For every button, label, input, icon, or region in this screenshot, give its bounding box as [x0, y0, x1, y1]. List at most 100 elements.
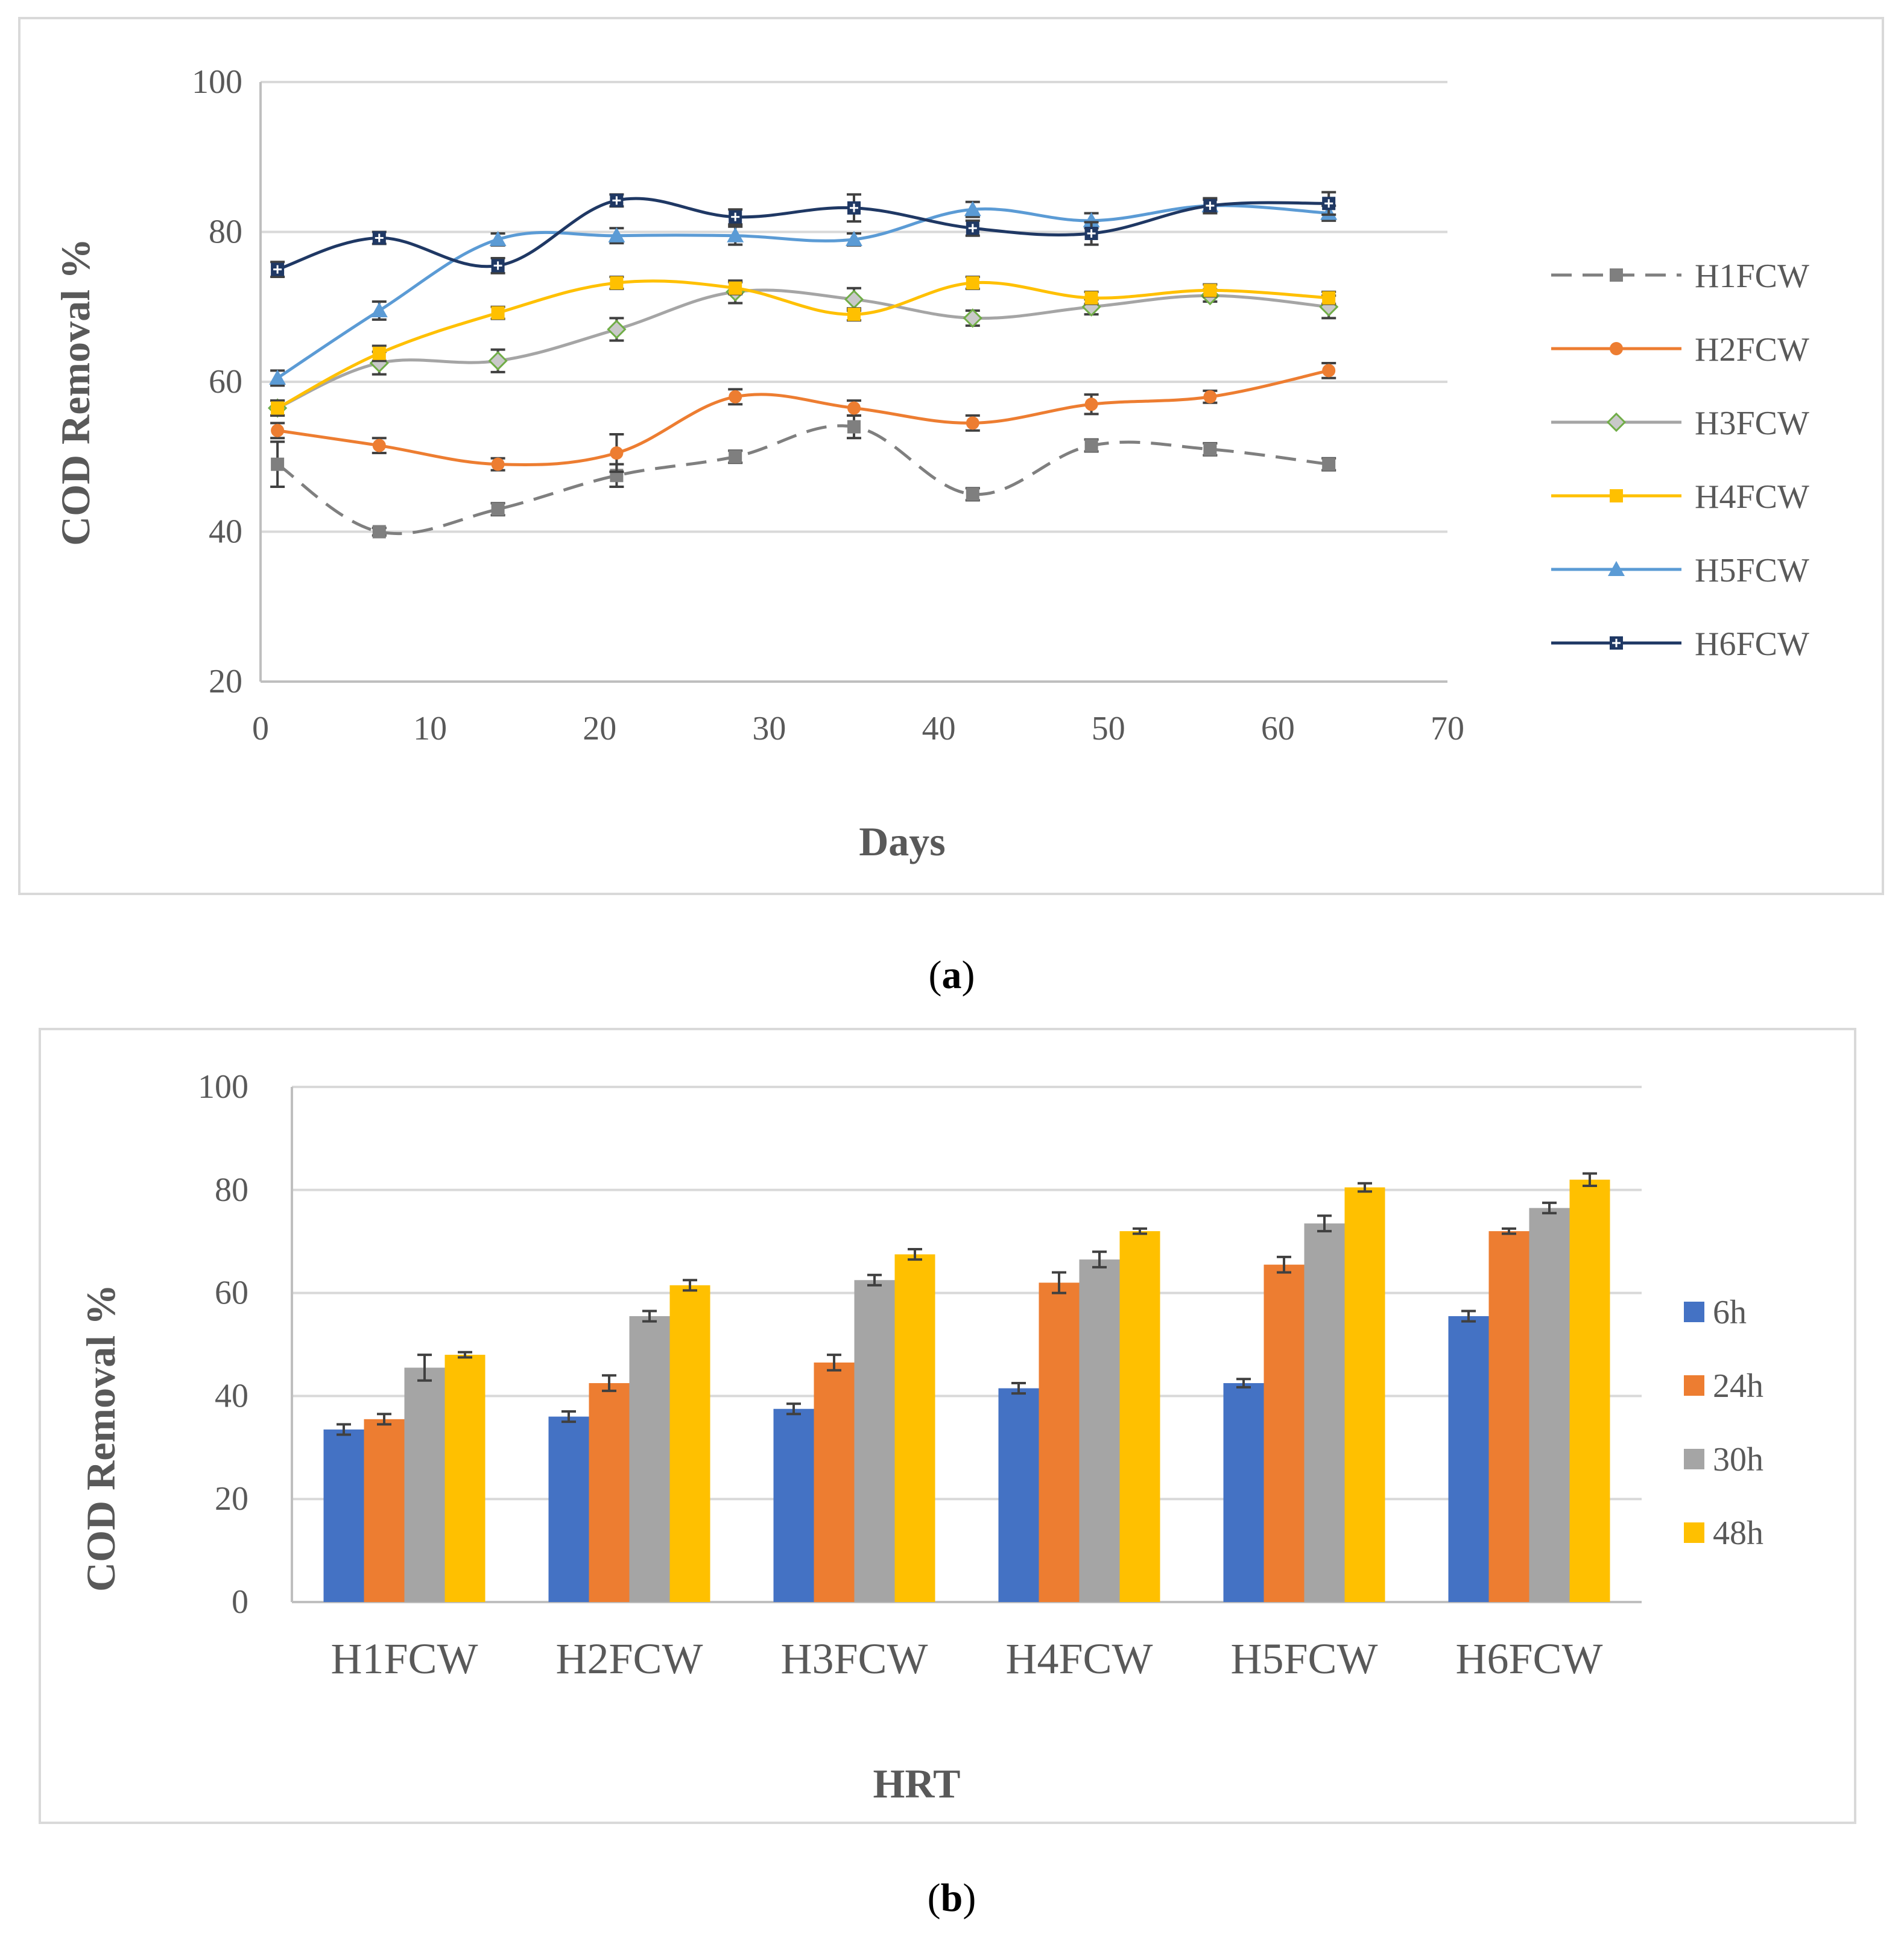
data-point [372, 231, 386, 245]
bar-6h [1448, 1316, 1489, 1602]
data-point [370, 302, 388, 317]
error-bar [1277, 1255, 1291, 1274]
bar-group-h1fcw [323, 1351, 485, 1602]
chart-b-category-label: H4FCW [1005, 1635, 1153, 1683]
legend-item-30h: 30h [1684, 1441, 1763, 1478]
data-point [964, 201, 981, 217]
legend-item-h4fcw: H4FCW [1551, 478, 1809, 516]
legend-item-48h: 48h [1684, 1515, 1763, 1552]
legend-label: H1FCW [1695, 258, 1809, 295]
legend-marker [1610, 489, 1623, 502]
chart-a-x-tick-label: 0 [252, 710, 269, 747]
error-bar [1052, 1271, 1066, 1294]
legend-label: 30h [1713, 1441, 1763, 1478]
chart-a-series [267, 191, 1339, 539]
series-line-h5fcw [276, 204, 1329, 379]
data-point [727, 227, 744, 242]
data-point [729, 390, 742, 404]
error-bar [867, 1273, 882, 1287]
series-line-h2fcw [277, 369, 1329, 467]
chart-a-y-tick-label: 40 [209, 513, 242, 551]
chart-a-x-tick-label: 30 [752, 710, 786, 747]
data-point [847, 308, 861, 321]
error-bar [908, 1248, 922, 1261]
error-bar [1317, 1214, 1332, 1233]
bar-24h [1039, 1282, 1080, 1602]
chart-a-x-tick-label: 20 [583, 710, 616, 747]
error-bar [1542, 1202, 1557, 1215]
data-point [372, 439, 386, 452]
legend-label: H5FCW [1695, 552, 1809, 589]
bar-group-h2fcw [548, 1279, 710, 1602]
data-point [271, 401, 285, 415]
data-point [1203, 390, 1217, 404]
bar-48h [1119, 1231, 1160, 1602]
chart-b-y-tick-label: 40 [215, 1377, 248, 1414]
data-point [846, 230, 862, 246]
legend-label: H4FCW [1695, 478, 1809, 516]
data-point [491, 306, 505, 320]
data-point [1203, 442, 1217, 456]
error-bar [683, 1279, 697, 1292]
chart-a-caption: (a) [929, 953, 975, 997]
data-point [372, 346, 386, 360]
error-bar [337, 1423, 351, 1436]
series-line-h4fcw [276, 279, 1329, 410]
data-point [963, 308, 982, 328]
data-point [1322, 457, 1336, 471]
data-point [1203, 199, 1217, 213]
data-point [847, 420, 861, 434]
data-point [269, 369, 286, 385]
chart-b-bars [323, 1172, 1610, 1602]
chart-a-frame [18, 17, 1884, 895]
data-point [729, 450, 742, 464]
legend-item-6h: 6h [1684, 1294, 1747, 1331]
data-point [491, 457, 505, 471]
chart-a-x-ticks: 0 10 20 30 40 50 60 70 [252, 710, 1464, 747]
chart-a-x-tick-label: 50 [1092, 710, 1125, 747]
series-h4fcw [270, 276, 1336, 417]
data-point [847, 401, 861, 415]
series-h6fcw [270, 191, 1336, 279]
chart-b-y-tick-label: 80 [215, 1171, 248, 1209]
data-point [1084, 397, 1098, 411]
chart-b-category-label: H3FCW [780, 1635, 928, 1683]
chart-b-category-label: H5FCW [1230, 1635, 1377, 1683]
bar-30h [1304, 1223, 1345, 1602]
data-point [1084, 226, 1098, 240]
chart-a-gridlines [259, 81, 1447, 683]
error-bar [417, 1354, 432, 1382]
bar-48h [1569, 1179, 1610, 1602]
legend-item-h1fcw: H1FCW [1551, 258, 1809, 295]
legend-label: 6h [1713, 1294, 1747, 1331]
chart-b-y-tick-label: 20 [215, 1480, 248, 1518]
legend-swatch [1684, 1302, 1704, 1322]
bar-48h [444, 1355, 485, 1602]
data-point [966, 487, 979, 501]
error-bar [1358, 1182, 1372, 1193]
legend-marker [1606, 412, 1627, 432]
chart-b-x-axis-title: HRT [873, 1761, 961, 1807]
bar-48h [894, 1254, 935, 1602]
data-point [1322, 364, 1336, 378]
data-point [966, 416, 979, 430]
chart-a-y-tick-label: 60 [209, 363, 242, 401]
series-line-h3fcw [277, 288, 1329, 410]
chart-b-y-tick-label: 100 [198, 1068, 248, 1106]
chart-b-caption: (b) [928, 1876, 976, 1920]
legend-item-24h: 24h [1684, 1367, 1763, 1405]
data-point [729, 210, 742, 224]
error-bar [1461, 1310, 1476, 1323]
legend-label: H3FCW [1695, 405, 1809, 442]
error-bar [377, 1413, 391, 1426]
data-point [610, 276, 624, 290]
data-point [966, 276, 979, 290]
chart-b-y-ticks: 0 20 40 60 80 100 [198, 1068, 248, 1621]
chart-b-category-label: H6FCW [1455, 1635, 1602, 1683]
error-bar [1011, 1382, 1026, 1395]
bar-group-h5fcw [1223, 1182, 1385, 1602]
chart-b-y-tick-label: 0 [232, 1583, 248, 1621]
error-bar [1092, 1250, 1107, 1268]
chart-a: 20 40 60 80 100 0 10 20 30 40 50 60 70 Days COD Rem… [18, 17, 1884, 895]
